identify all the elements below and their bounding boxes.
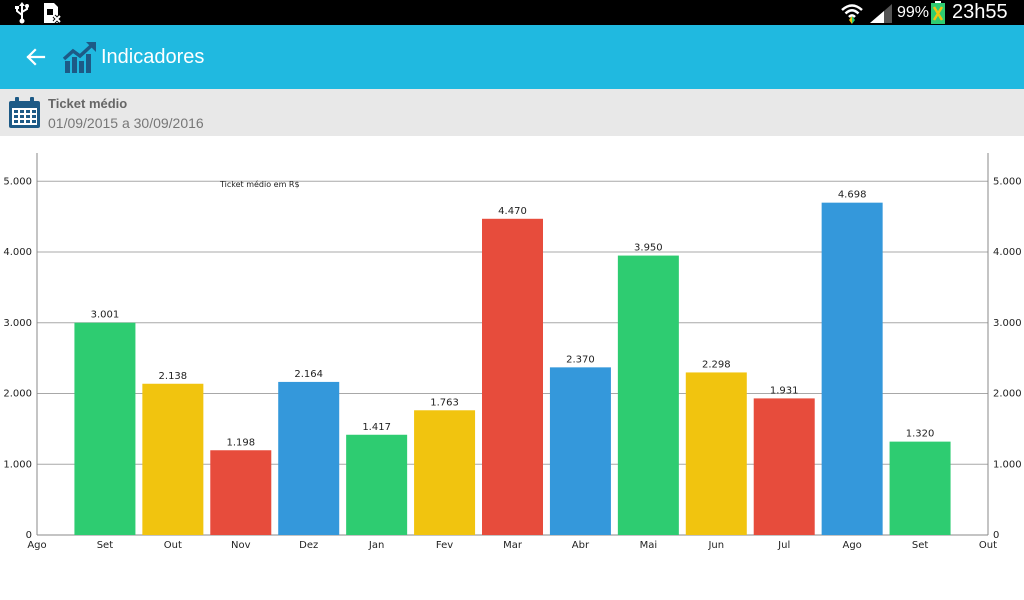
bar-value-label: 2.138: [159, 371, 188, 382]
status-bar: 99% 23h55: [0, 0, 1024, 25]
x-tick-label: Jun: [707, 540, 724, 551]
bar: [482, 218, 543, 535]
y-tick-label-right: 0: [993, 530, 999, 541]
signal-icon: [868, 0, 894, 25]
bar-value-label: 1.931: [770, 385, 799, 396]
trending-up-chart-icon: [62, 42, 96, 73]
bar: [821, 202, 883, 535]
y-tick-label-left: 5.000: [3, 176, 32, 187]
x-tick-label: Set: [97, 540, 114, 551]
clock: 23h55: [952, 1, 1008, 23]
y-tick-label-left: 4.000: [3, 247, 32, 258]
x-tick-label: Dez: [299, 540, 318, 551]
bar-value-label: 2.164: [294, 369, 323, 380]
x-tick-label: Ago: [842, 540, 861, 551]
y-tick-label-left: 2.000: [3, 389, 32, 400]
x-tick-label: Ago: [27, 540, 46, 551]
sim-card-icon: [42, 0, 62, 25]
x-tick-label: Mai: [640, 540, 658, 551]
wifi-icon: [840, 0, 864, 25]
x-tick-label: Fev: [436, 540, 453, 551]
bar-value-label: 4.470: [498, 206, 527, 217]
ticket-chart: 0 0 1.000 1.000 2.000 2.000 3.000 3.000 4.000 4.0…: [0, 136, 1024, 560]
bar-value-label: 1.417: [362, 422, 391, 433]
bar: [74, 322, 136, 535]
chart-title: Ticket médio em R$: [219, 179, 300, 189]
y-tick-label-left: 3.000: [3, 318, 32, 329]
bar-value-label: 1.198: [226, 437, 255, 448]
indicator-title: Ticket médio: [48, 96, 128, 111]
x-tick-label: Out: [979, 540, 997, 551]
y-tick-label-left: 1.000: [3, 459, 32, 470]
x-tick-label: Jan: [368, 540, 384, 551]
bar: [889, 441, 951, 535]
calendar-icon: [9, 97, 40, 128]
bar-value-label: 2.298: [702, 359, 731, 370]
bar: [617, 255, 679, 535]
date-range: 01/09/2015 a 30/09/2016: [48, 115, 204, 131]
x-tick-label: Jul: [777, 540, 790, 551]
x-tick-label: Set: [912, 540, 929, 551]
battery-charging-icon: [930, 0, 946, 25]
bar-value-label: 2.370: [566, 354, 595, 365]
back-arrow-icon: [26, 48, 46, 66]
x-tick-label: Nov: [231, 540, 251, 551]
x-tick-label: Mar: [503, 540, 523, 551]
x-tick-label: Abr: [572, 540, 590, 551]
y-tick-label-right: 3.000: [993, 318, 1022, 329]
bar: [346, 434, 408, 535]
bar: [278, 381, 340, 535]
app-bar: Indicadores: [0, 25, 1024, 89]
bar-chart: 0 0 1.000 1.000 2.000 2.000 3.000 3.000 4.000 4.0…: [3, 153, 1022, 551]
y-tick-label-right: 4.000: [993, 247, 1022, 258]
bar: [414, 410, 476, 535]
usb-icon: [12, 0, 32, 25]
bar: [142, 383, 204, 535]
date-filter[interactable]: Ticket médio 01/09/2015 a 30/09/2016: [0, 89, 1024, 136]
bar: [685, 372, 747, 535]
battery-percent: 99%: [897, 4, 930, 21]
bar-value-label: 1.763: [430, 397, 459, 408]
y-tick-label-right: 1.000: [993, 459, 1022, 470]
y-tick-label-left: 0: [26, 530, 32, 541]
y-tick-label-right: 2.000: [993, 389, 1022, 400]
bar-value-label: 3.950: [634, 243, 663, 254]
bar-value-label: 1.320: [906, 429, 935, 440]
app-title: Indicadores: [101, 46, 205, 68]
y-tick-label-right: 5.000: [993, 176, 1022, 187]
bar: [753, 398, 815, 535]
x-tick-label: Out: [164, 540, 182, 551]
bar: [549, 367, 611, 535]
bar: [210, 450, 272, 535]
back-button[interactable]: [20, 41, 52, 73]
bar-value-label: 4.698: [838, 190, 867, 201]
bar-value-label: 3.001: [91, 310, 120, 321]
